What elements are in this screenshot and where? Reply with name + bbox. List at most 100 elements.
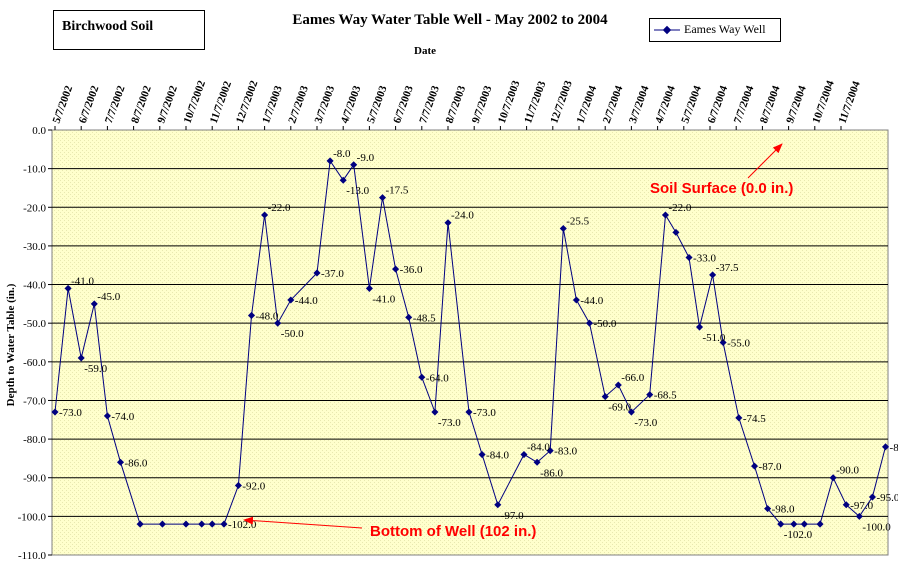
data-label: -51.0 [703, 332, 726, 344]
x-axis-label: Date [414, 45, 436, 57]
x-tick-label: 2/7/2004 [601, 84, 626, 125]
data-label: -90.0 [836, 465, 859, 477]
data-point [646, 391, 654, 399]
data-label: -22.0 [268, 202, 291, 214]
x-tick-label: 12/7/2003 [548, 79, 575, 125]
data-point [882, 443, 890, 451]
data-point [365, 284, 373, 292]
data-label: -36.0 [400, 264, 423, 276]
data-label: -24.0 [451, 210, 474, 222]
data-label: -48.5 [413, 312, 436, 324]
data-point [465, 408, 473, 416]
data-point [601, 393, 609, 401]
data-point [735, 414, 743, 422]
x-axis-ticks: 5/7/2002 6/7/2002 7/7/2002 8/7/2002 9/7/2002… [51, 79, 863, 130]
data-point [392, 265, 400, 273]
y-tick-label: 0.0 [32, 125, 46, 137]
x-tick-label: 9/7/2002 [155, 84, 180, 125]
x-tick-label: 3/7/2004 [627, 84, 652, 125]
bottom-of-well-arrow [243, 516, 363, 529]
x-tick-label: 6/7/2004 [706, 84, 731, 125]
data-label: -48.0 [256, 310, 279, 322]
data-point [198, 520, 206, 528]
x-tick-label: 8/7/2004 [758, 84, 783, 125]
data-label: -13.0 [346, 185, 369, 197]
y-tick-label: -10.0 [23, 164, 46, 176]
y-tick-label: -30.0 [23, 241, 46, 253]
data-point [661, 211, 669, 219]
y-tick-label: -70.0 [23, 395, 46, 407]
data-label: -73.0 [634, 417, 657, 429]
y-tick-label: -60.0 [23, 357, 46, 369]
data-label: -69.0 [608, 402, 631, 414]
data-point [672, 228, 680, 236]
data-label: -33.0 [693, 253, 716, 265]
data-label: -50.0 [593, 318, 616, 330]
data-point [478, 451, 486, 459]
data-label: -74.0 [111, 411, 134, 423]
data-label: -8.0 [333, 148, 351, 160]
x-tick-label: 10/7/2003 [496, 79, 523, 125]
data-point [533, 458, 541, 466]
y-tick-label: -50.0 [23, 318, 46, 330]
soil-surface-annotation: Soil Surface (0.0 in.) [650, 180, 794, 197]
x-tick-label: 7/7/2002 [103, 84, 128, 125]
data-label: -86.0 [540, 467, 563, 479]
data-point [274, 319, 282, 327]
data-point [116, 458, 125, 466]
data-label: -95.0 [876, 492, 898, 504]
y-tick-label: -20.0 [23, 202, 46, 214]
data-label: -9.0 [357, 152, 375, 164]
soil-name: Birchwood Soil [62, 19, 154, 34]
data-point [685, 253, 693, 262]
legend-label: Eames Way Well [684, 22, 766, 36]
y-tick-label: -110.0 [18, 550, 47, 562]
x-tick-label: 9/7/2004 [784, 84, 809, 125]
x-tick-label: 3/7/2003 [313, 84, 338, 125]
x-tick-label: 5/7/2004 [679, 84, 704, 125]
data-point [378, 194, 387, 202]
data-point [350, 161, 358, 169]
x-tick-label: 4/7/2004 [653, 84, 678, 125]
x-tick-label: 12/7/2002 [234, 79, 261, 125]
data-label: -64.0 [426, 372, 449, 384]
x-tick-label: 1/7/2003 [260, 84, 285, 125]
data-label: -50.0 [281, 328, 304, 340]
x-tick-label: 7/7/2004 [732, 84, 757, 125]
data-point [855, 512, 863, 520]
data-point [444, 219, 452, 227]
x-tick-label: 6/7/2002 [77, 84, 102, 125]
data-point [326, 157, 334, 165]
x-tick-label: 11/7/2002 [208, 79, 234, 125]
data-point [816, 520, 824, 528]
data-label: -45.0 [97, 291, 120, 303]
data-label: -97.0 [501, 510, 524, 522]
legend-marker [654, 25, 680, 35]
y-tick-label: -40.0 [23, 280, 46, 292]
y-axis-ticks: 0.0 -10.0 -20.0 -30.0 -40.0 -50.0 -60.0 -70.0 -8… [18, 125, 52, 562]
data-point [790, 520, 798, 528]
data-point [182, 520, 190, 528]
data-point [405, 313, 413, 321]
data-point [494, 501, 502, 509]
data-point [77, 354, 85, 362]
data-label: -41.0 [372, 293, 395, 305]
grid-lines [52, 168, 888, 517]
data-label: -17.5 [386, 185, 409, 197]
data-point [158, 520, 166, 528]
data-point [764, 505, 772, 513]
data-point [614, 381, 622, 389]
data-label: -55.0 [727, 338, 750, 350]
data-point [136, 520, 144, 528]
x-tick-label: 11/7/2004 [837, 79, 863, 125]
data-label: -59.0 [84, 363, 107, 375]
data-point [520, 451, 528, 459]
data-label: -41.0 [71, 275, 94, 287]
x-tick-label: 7/7/2003 [417, 84, 442, 125]
data-point [829, 474, 837, 482]
data-point [572, 296, 580, 304]
data-point [339, 176, 347, 184]
data-label: -37.0 [321, 268, 344, 280]
y-tick-label: -90.0 [23, 473, 46, 485]
data-point [261, 211, 269, 219]
